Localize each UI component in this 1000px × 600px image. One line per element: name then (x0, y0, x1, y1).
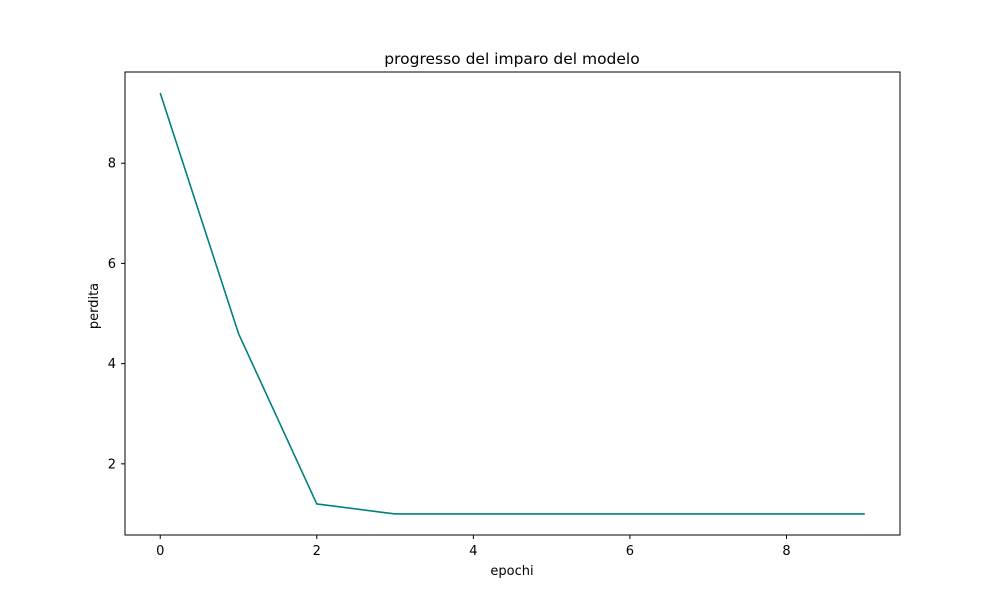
x-tick-label: 0 (156, 544, 164, 559)
chart-title: progresso del imparo del modelo (384, 50, 639, 68)
y-tick-label: 4 (108, 357, 116, 372)
plot-frame (124, 71, 901, 536)
y-tick-label: 8 (108, 157, 116, 172)
plot-area (159, 92, 865, 515)
y-tick-label: 2 (108, 457, 116, 472)
y-axis: 2 4 6 8 (108, 157, 125, 472)
x-tick-label: 6 (626, 544, 634, 559)
x-tick-label: 4 (469, 544, 477, 559)
x-tick-label: 2 (313, 544, 321, 559)
x-axis-label: epochi (490, 564, 533, 579)
y-axis-label: perdita (87, 283, 102, 329)
x-axis: 0 2 4 6 8 (156, 535, 791, 559)
x-tick-label: 8 (782, 544, 790, 559)
y-tick-label: 6 (108, 257, 116, 272)
series-line-0 (159, 92, 865, 515)
